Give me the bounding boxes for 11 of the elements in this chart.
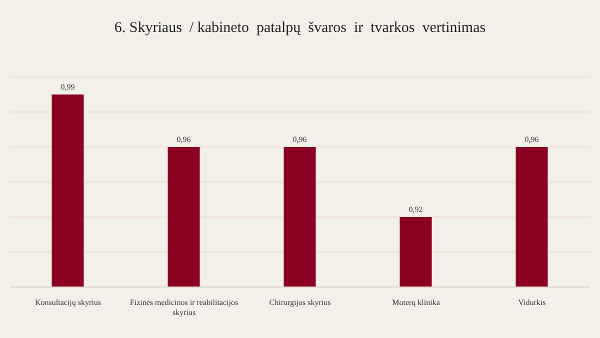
data-label: 0,96 [292,135,307,144]
data-label: 0,92 [408,205,423,214]
x-tick-label: Fizinės medicinos ir reabilitacijos skyrius [130,298,238,317]
x-tick-label: Moterų klinika [392,298,440,307]
x-tick-label: Konsultacijų skyrius [35,298,101,307]
chart-title: 6. Skyriaus / kabineto patalpų švaros ir tvarkos vertinimas [113,20,487,37]
data-label: 0,96 [176,135,191,144]
data-label: 0,99 [60,82,75,92]
x-tick-label: Vidurkis [518,298,546,307]
x-tick-label: Chirurgijos skyrius [269,298,331,307]
data-label: 0,96 [524,135,539,144]
